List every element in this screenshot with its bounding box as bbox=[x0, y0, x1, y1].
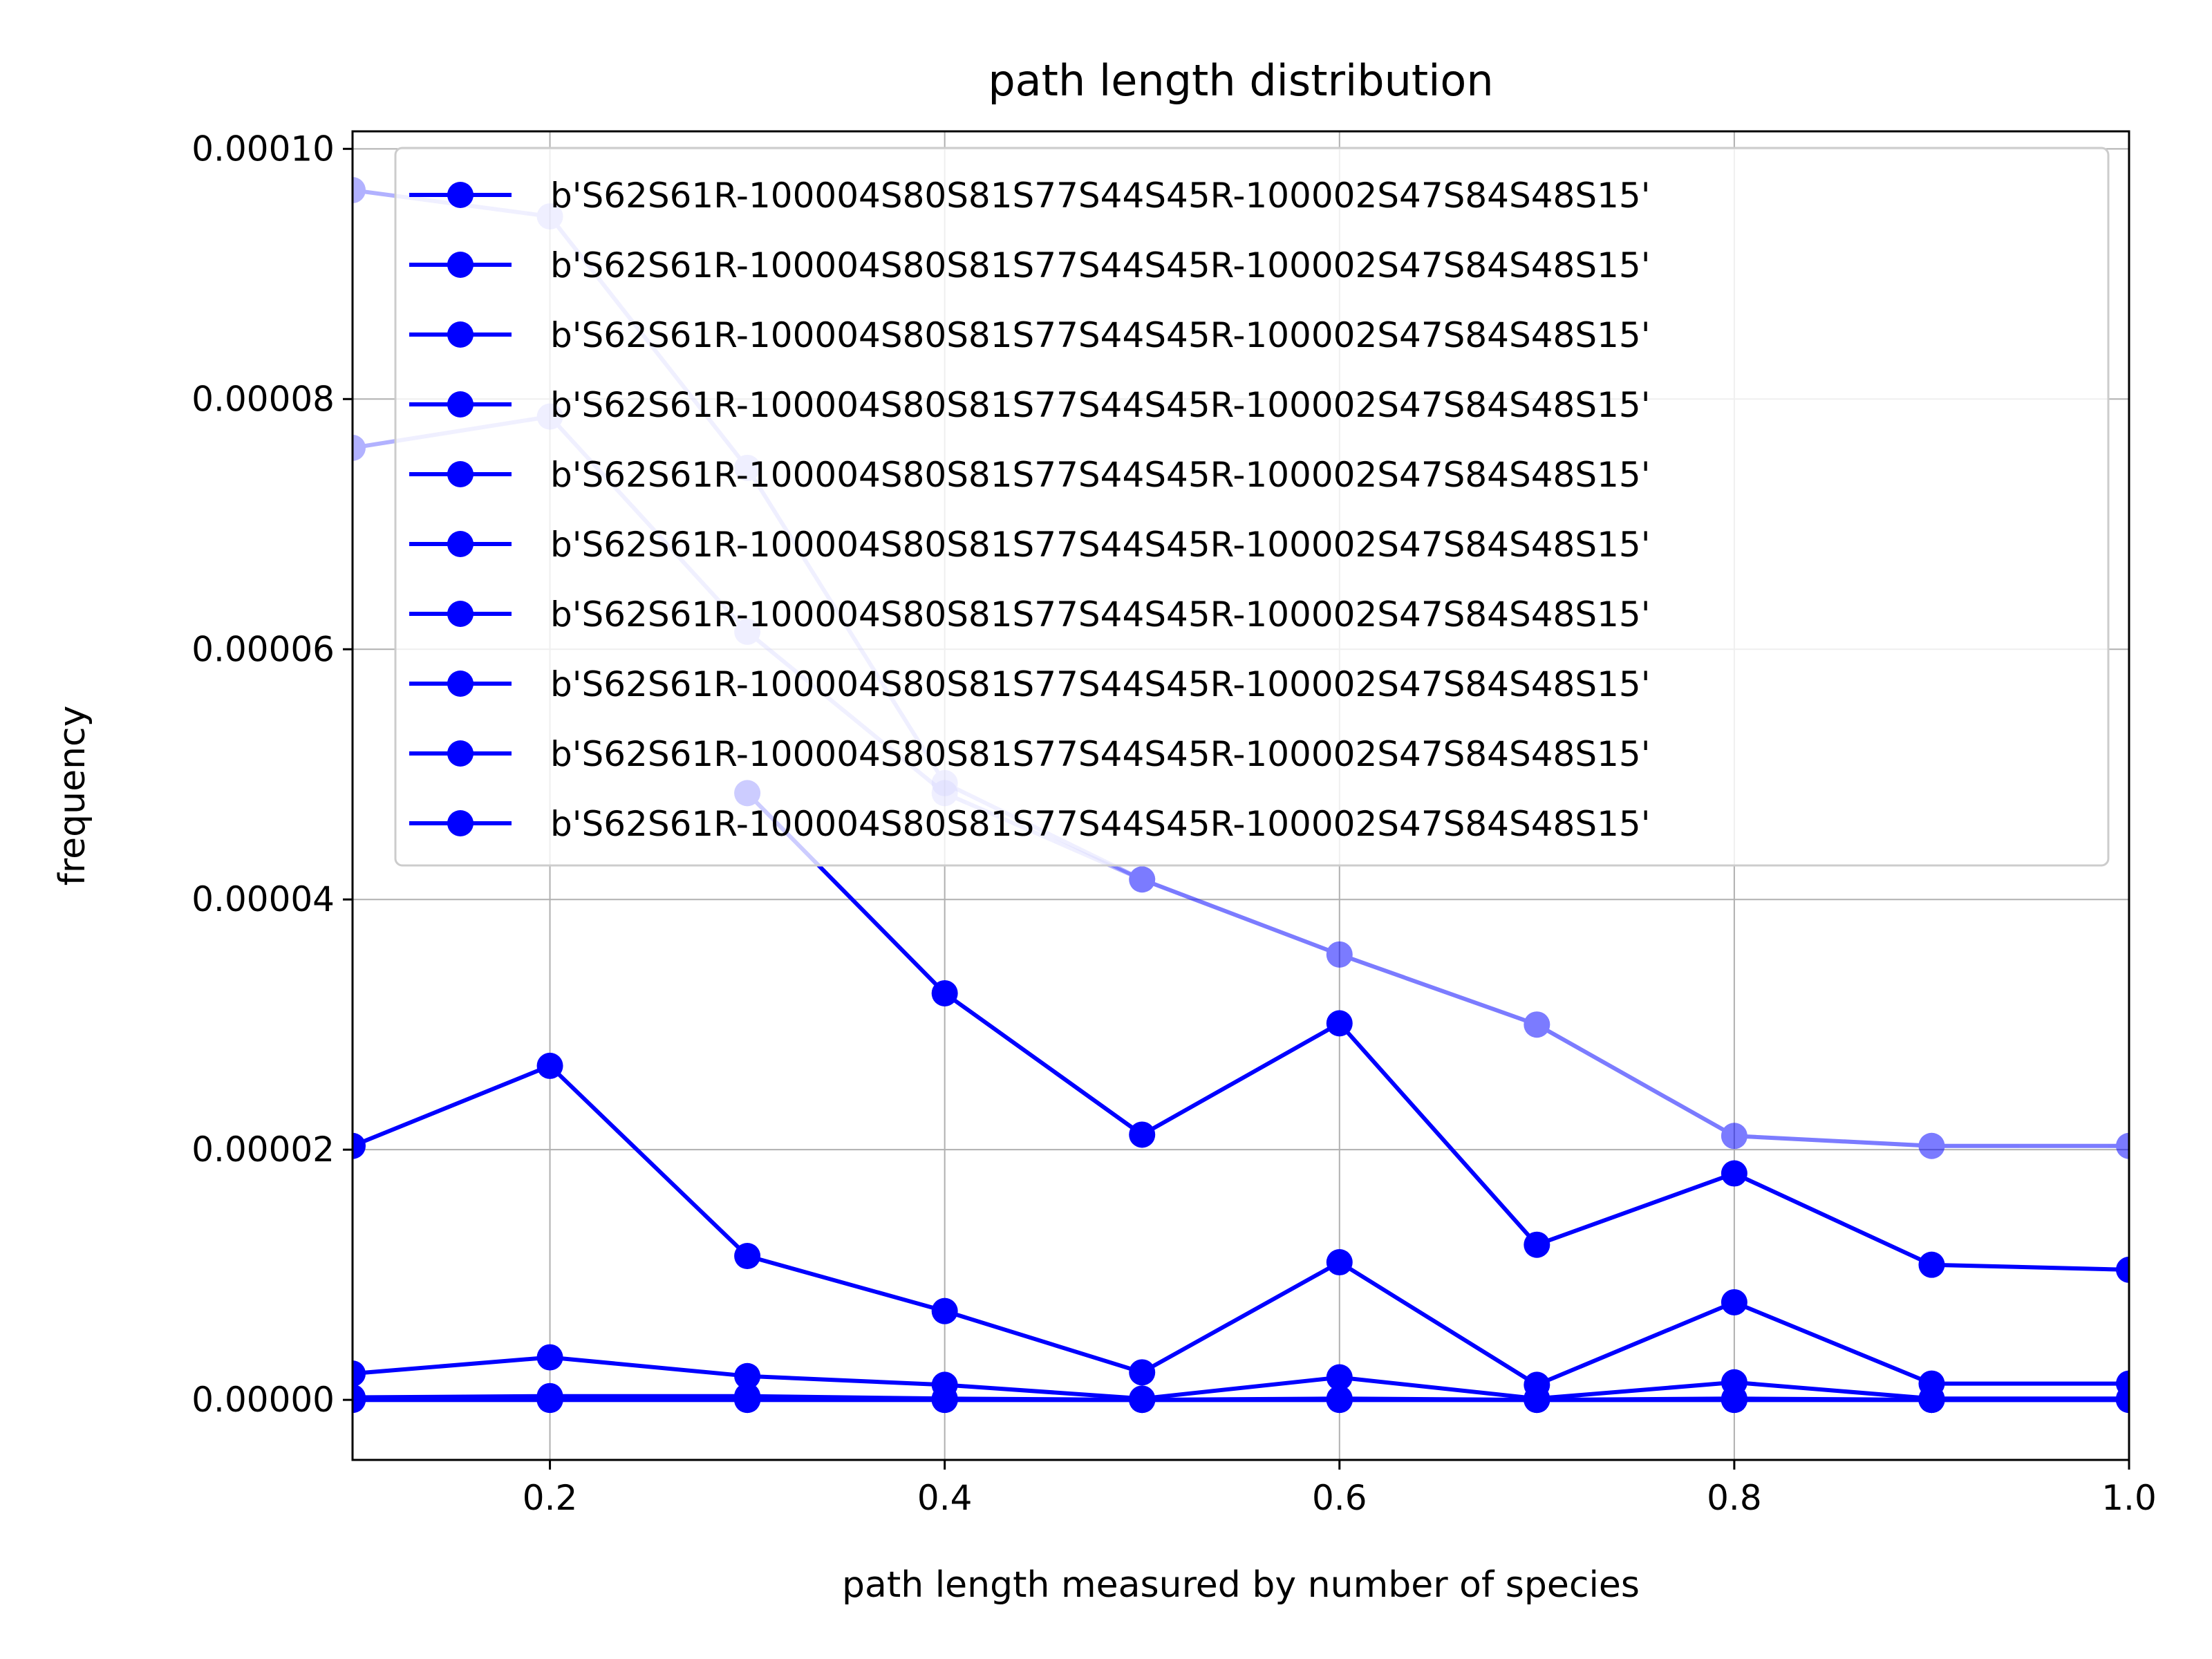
legend-marker bbox=[447, 740, 474, 767]
legend-item: b'S62S61R-100004S80S81S77S44S45R-100002S… bbox=[409, 525, 1650, 565]
legend-marker bbox=[447, 182, 474, 208]
data-point bbox=[1524, 1231, 1550, 1258]
data-point bbox=[931, 1387, 958, 1414]
data-point bbox=[353, 177, 366, 204]
data-point bbox=[1918, 1387, 1945, 1414]
x-tick-label: 0.2 bbox=[523, 1478, 578, 1518]
data-point bbox=[931, 980, 958, 1006]
data-point bbox=[2116, 1256, 2129, 1283]
data-point bbox=[1326, 1010, 1353, 1037]
legend-label: b'S62S61R-100004S80S81S77S44S45R-100002S… bbox=[550, 245, 1650, 285]
legend-marker bbox=[447, 391, 474, 418]
x-axis-label: path length measured by number of specie… bbox=[842, 1564, 1640, 1606]
data-point bbox=[1326, 941, 1353, 968]
y-tick-label: 0.00008 bbox=[191, 379, 335, 419]
legend-marker bbox=[447, 321, 474, 348]
legend-item: b'S62S61R-100004S80S81S77S44S45R-100002S… bbox=[409, 594, 1650, 635]
legend-box bbox=[394, 147, 2110, 867]
legend-item: b'S62S61R-100004S80S81S77S44S45R-100002S… bbox=[409, 176, 1650, 216]
data-point bbox=[536, 1387, 563, 1414]
legend-marker bbox=[447, 252, 474, 278]
data-point bbox=[353, 1132, 366, 1159]
y-tick-label: 0.00006 bbox=[191, 629, 335, 669]
legend-item: b'S62S61R-100004S80S81S77S44S45R-100002S… bbox=[409, 385, 1650, 425]
data-point bbox=[1918, 1132, 1945, 1159]
legend-marker bbox=[447, 671, 474, 697]
legend-label: b'S62S61R-100004S80S81S77S44S45R-100002S… bbox=[550, 385, 1650, 425]
y-tick-label: 0.00000 bbox=[191, 1380, 335, 1420]
legend-label: b'S62S61R-100004S80S81S77S44S45R-100002S… bbox=[550, 176, 1650, 216]
series-line bbox=[353, 1355, 2129, 1401]
data-point bbox=[1721, 1123, 1747, 1150]
legend-label: b'S62S61R-100004S80S81S77S44S45R-100002S… bbox=[550, 804, 1650, 844]
data-point bbox=[1721, 1123, 1747, 1150]
data-point bbox=[1721, 1387, 1747, 1414]
data-point bbox=[1129, 1387, 1156, 1414]
x-tick-label: 1.0 bbox=[2101, 1478, 2157, 1518]
legend-marker bbox=[447, 810, 474, 836]
data-point bbox=[1129, 1121, 1156, 1148]
x-axis: 0.2 0.4 0.6 0.8 1.0 bbox=[523, 1460, 2157, 1518]
legend-item: b'S62S61R-100004S80S81S77S44S45R-100002S… bbox=[409, 804, 1650, 844]
y-tick-label: 0.00002 bbox=[191, 1130, 335, 1170]
data-point bbox=[1326, 1387, 1353, 1414]
series-line bbox=[745, 791, 2129, 1272]
x-tick-label: 0.8 bbox=[1707, 1478, 1762, 1518]
x-tick-label: 0.4 bbox=[917, 1478, 973, 1518]
data-point bbox=[353, 434, 366, 461]
y-axis-label: frequency bbox=[52, 706, 93, 886]
data-point bbox=[2116, 1132, 2129, 1159]
data-point bbox=[2116, 1132, 2129, 1159]
legend-marker bbox=[447, 461, 474, 487]
legend-item: b'S62S61R-100004S80S81S77S44S45R-100002S… bbox=[409, 455, 1650, 495]
legend-label: b'S62S61R-100004S80S81S77S44S45R-100002S… bbox=[550, 525, 1650, 565]
y-axis: 0.00000 0.00002 0.00004 0.00006 0.00008 0.000… bbox=[191, 129, 353, 1420]
data-point bbox=[1129, 866, 1156, 893]
legend-item: b'S62S61R-100004S80S81S77S44S45R-100002S… bbox=[409, 664, 1650, 704]
plot-frame bbox=[351, 130, 2130, 1461]
legend-label: b'S62S61R-100004S80S81S77S44S45R-100002S… bbox=[550, 664, 1650, 704]
data-point bbox=[734, 1362, 761, 1389]
legend-label: b'S62S61R-100004S80S81S77S44S45R-100002S… bbox=[550, 734, 1650, 774]
data-point bbox=[536, 1344, 563, 1371]
data-point bbox=[2116, 1387, 2129, 1414]
series-10 bbox=[353, 1387, 2129, 1414]
legend-item: b'S62S61R-100004S80S81S77S44S45R-100002S… bbox=[409, 245, 1650, 285]
chart-title: path length distribution bbox=[988, 55, 1493, 106]
data-point bbox=[1129, 1359, 1156, 1386]
legend-label: b'S62S61R-100004S80S81S77S44S45R-100002S… bbox=[550, 315, 1650, 355]
data-point bbox=[1918, 1251, 1945, 1278]
data-point bbox=[931, 1297, 958, 1324]
y-tick-label: 0.00004 bbox=[191, 879, 335, 919]
data-point bbox=[1524, 1011, 1550, 1038]
legend-marker bbox=[447, 531, 474, 557]
data-point bbox=[734, 1243, 761, 1270]
legend-marker bbox=[447, 601, 474, 627]
data-point bbox=[1326, 1364, 1353, 1391]
x-tick-label: 0.6 bbox=[1312, 1478, 1367, 1518]
legend-label: b'S62S61R-100004S80S81S77S44S45R-100002S… bbox=[550, 455, 1650, 495]
data-point bbox=[734, 1387, 761, 1414]
legend-item: b'S62S61R-100004S80S81S77S44S45R-100002S… bbox=[409, 734, 1650, 774]
legend-item: b'S62S61R-100004S80S81S77S44S45R-100002S… bbox=[409, 315, 1650, 355]
data-point bbox=[1721, 1160, 1747, 1187]
legend-label: b'S62S61R-100004S80S81S77S44S45R-100002S… bbox=[550, 594, 1650, 635]
data-point bbox=[353, 1360, 366, 1387]
data-point bbox=[353, 1387, 366, 1414]
data-point bbox=[1918, 1132, 1945, 1159]
legend: b'S62S61R-100004S80S81S77S44S45R-100002S… bbox=[394, 147, 2110, 867]
data-point bbox=[1524, 1387, 1550, 1414]
data-point bbox=[1326, 1249, 1353, 1276]
series-line bbox=[353, 1063, 2129, 1387]
data-point bbox=[1721, 1288, 1747, 1315]
data-point bbox=[1326, 941, 1353, 968]
data-point bbox=[536, 1052, 563, 1079]
data-point bbox=[1524, 1011, 1550, 1038]
y-tick-label: 0.00010 bbox=[191, 129, 335, 169]
data-point bbox=[1129, 866, 1156, 893]
